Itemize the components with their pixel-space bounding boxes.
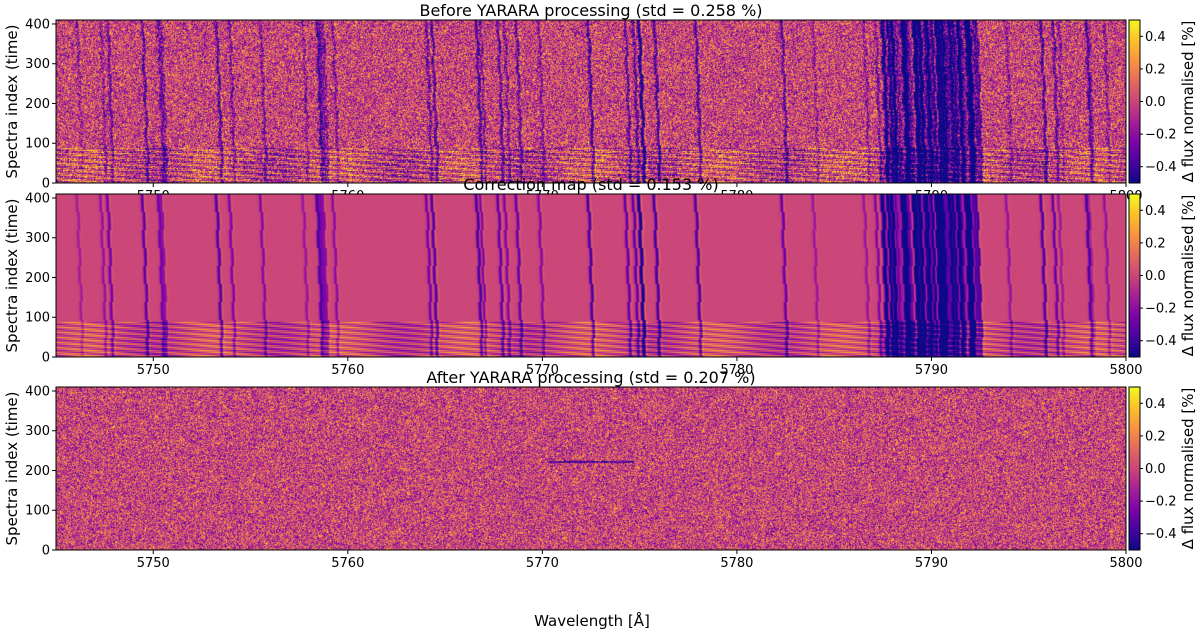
x-tick-label: 5760	[331, 556, 364, 571]
colorbar	[1129, 194, 1140, 357]
colorbar-tick-label: 0.2	[1145, 62, 1166, 77]
y-tick-label: 0	[42, 544, 50, 559]
panel-3: After YARARA processing (std = 0.207 %) 5…	[3, 368, 1197, 571]
y-axis-label: Spectra index (time)	[3, 25, 21, 179]
panel-title: Correction map (std = 0.153 %)	[463, 175, 718, 194]
colorbar-label: Δ flux normalised [%]	[1179, 21, 1197, 183]
x-axis-label: Wavelength [Å]	[534, 611, 650, 630]
y-tick-label: 0	[42, 177, 50, 192]
y-tick-label: 100	[25, 137, 50, 152]
heatmap-image	[56, 387, 1126, 550]
y-tick-label: 300	[25, 57, 50, 72]
colorbar-tick-label: 0.2	[1145, 429, 1166, 444]
y-tick-label: 200	[25, 464, 50, 479]
x-tick-label: 5770	[526, 363, 559, 378]
x-tick-label: 5790	[915, 556, 948, 571]
colorbar-tick-label: −0.4	[1145, 334, 1177, 349]
x-tick-label: 5800	[1109, 556, 1142, 571]
heatmap-image	[56, 194, 1126, 357]
panel-title: Before YARARA processing (std = 0.258 %)	[419, 1, 762, 20]
y-tick-label: 400	[25, 384, 50, 399]
colorbar-tick-label: −0.2	[1145, 495, 1177, 510]
colorbar	[1129, 387, 1140, 550]
plot-frame	[55, 19, 1127, 184]
y-tick-label: 100	[25, 311, 50, 326]
colorbar	[1129, 20, 1140, 183]
x-tick-label: 5780	[720, 556, 753, 571]
colorbar-tick-label: −0.4	[1145, 527, 1177, 542]
y-axis-label: Spectra index (time)	[3, 199, 21, 353]
y-tick-label: 400	[25, 17, 50, 32]
colorbar-tick-label: 0.2	[1145, 236, 1166, 251]
panel-title: After YARARA processing (std = 0.207 %)	[426, 368, 755, 387]
x-tick-label: 5760	[331, 363, 364, 378]
y-tick-label: 300	[25, 231, 50, 246]
plot-frame	[55, 193, 1127, 358]
x-tick-label: 5790	[915, 363, 948, 378]
colorbar-tick-label: −0.2	[1145, 128, 1177, 143]
colorbar-tick-label: 0.4	[1145, 204, 1166, 219]
x-tick-label: 5780	[720, 363, 753, 378]
plot-frame	[55, 386, 1127, 551]
panel-1: Before YARARA processing (std = 0.258 %)…	[3, 1, 1197, 204]
y-tick-label: 200	[25, 97, 50, 112]
colorbar-label: Δ flux normalised [%]	[1179, 195, 1197, 357]
y-axis-label: Spectra index (time)	[3, 392, 21, 546]
colorbar-tick-label: 0.0	[1145, 462, 1166, 477]
y-tick-label: 0	[42, 351, 50, 366]
y-tick-label: 100	[25, 504, 50, 519]
x-tick-label: 5750	[137, 556, 170, 571]
colorbar-tick-label: −0.4	[1145, 160, 1177, 175]
y-tick-label: 300	[25, 424, 50, 439]
panels: Before YARARA processing (std = 0.258 %)…	[3, 1, 1197, 571]
x-tick-label: 5800	[1109, 363, 1142, 378]
x-tick-label: 5770	[526, 556, 559, 571]
colorbar-label: Δ flux normalised [%]	[1179, 388, 1197, 550]
colorbar-tick-label: 0.4	[1145, 397, 1166, 412]
y-tick-label: 400	[25, 191, 50, 206]
colorbar-tick-label: 0.4	[1145, 30, 1166, 45]
x-tick-label: 5750	[137, 363, 170, 378]
colorbar-tick-label: 0.0	[1145, 269, 1166, 284]
panel-2: Correction map (std = 0.153 %) 5750 5760 57…	[3, 175, 1197, 378]
heatmap-image	[56, 20, 1126, 183]
colorbar-tick-label: −0.2	[1145, 302, 1177, 317]
colorbar-tick-label: 0.0	[1145, 95, 1166, 110]
y-tick-label: 200	[25, 271, 50, 286]
